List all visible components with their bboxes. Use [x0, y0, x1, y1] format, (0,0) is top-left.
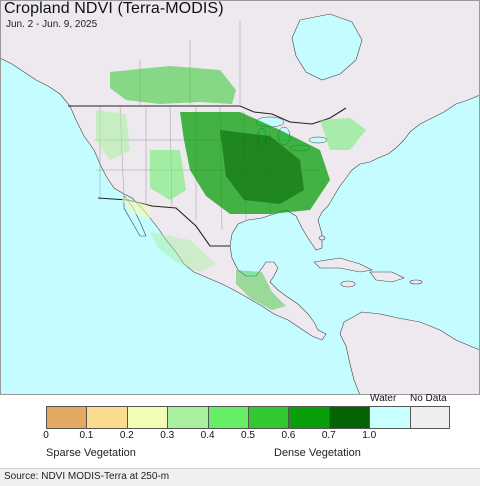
legend-nodata-label: No Data [410, 393, 447, 404]
caribbean-islands [313, 235, 423, 288]
legend-swatch [369, 407, 410, 428]
date-range: Jun. 2 - Jun. 9, 2025 [6, 19, 98, 30]
ndvi-map [0, 0, 480, 395]
source-text: Source: NDVI MODIS-Terra at 250-m [4, 471, 170, 482]
legend-swatch [247, 407, 289, 428]
legend-swatch [86, 407, 127, 428]
legend-swatch [167, 407, 208, 428]
legend-tick-label: 0.4 [200, 430, 215, 441]
legend-tick-label: 0.3 [160, 430, 175, 441]
ndvi-legend [46, 406, 450, 429]
vegetation-patches [96, 66, 366, 310]
legend-tick-label: 0.1 [79, 430, 94, 441]
south-america-land [339, 311, 480, 395]
legend-swatch [328, 407, 370, 428]
legend-swatch [46, 407, 87, 428]
legend-water-label: Water [370, 393, 397, 404]
legend-low-caption: Sparse Vegetation [46, 447, 136, 459]
legend-tick-label: 0.6 [281, 430, 296, 441]
legend-swatch [207, 407, 248, 428]
source-bar: Source: NDVI MODIS-Terra at 250-m [0, 468, 480, 486]
map-title: Cropland NDVI (Terra-MODIS) [4, 0, 224, 17]
legend-swatch [288, 407, 329, 428]
legend-swatch [409, 407, 450, 428]
legend-tick-label: 0 [43, 430, 49, 441]
legend-tick-label: 0.2 [119, 430, 134, 441]
hudson-bay [291, 13, 363, 81]
legend-swatch [126, 407, 168, 428]
legend-tick-label: 1.0 [362, 430, 377, 441]
legend-high-caption: Dense Vegetation [274, 447, 361, 459]
legend-tick-label: 0.5 [241, 430, 255, 441]
legend-tick-label: 0.7 [321, 430, 336, 441]
